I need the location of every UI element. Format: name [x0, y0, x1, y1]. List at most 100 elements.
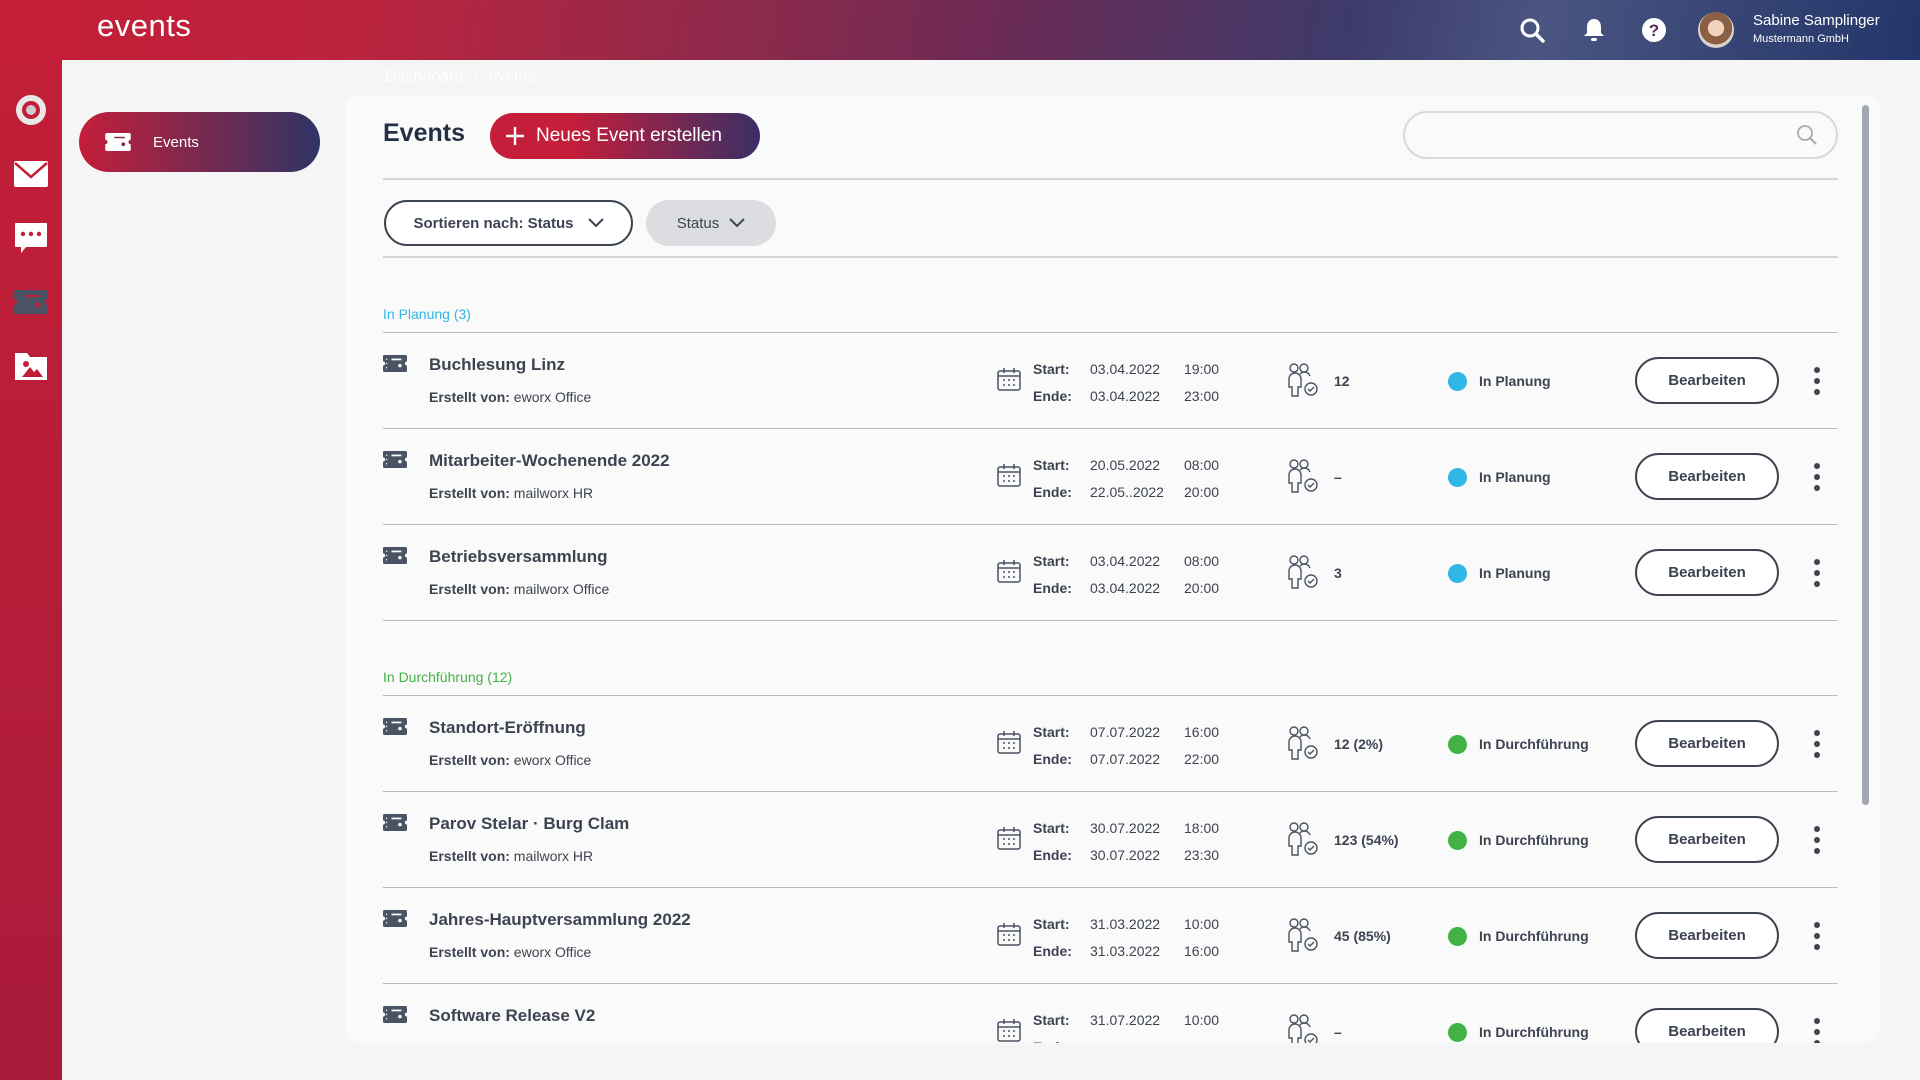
sort-dropdown[interactable]: Sortieren nach: Status — [384, 200, 633, 246]
status-filter-label: Status — [676, 214, 720, 232]
end-time: 16:00 — [1184, 943, 1220, 959]
status-text: In Planung — [1479, 373, 1551, 389]
start-label: Start: — [1033, 724, 1070, 740]
status-text: In Durchführung — [1479, 928, 1589, 944]
status-dot — [1448, 735, 1467, 754]
event-title[interactable]: Mitarbeiter-Wochenende 2022 — [429, 451, 670, 470]
end-date: 07.07.2022 — [1090, 751, 1161, 767]
event-title[interactable]: Betriebsversammlung — [429, 547, 608, 566]
created-by-label: Erstellt von: — [429, 389, 510, 405]
ticket-icon[interactable] — [13, 284, 49, 320]
participant-count: 45 (85%) — [1334, 928, 1391, 944]
participants-icon — [1288, 822, 1318, 856]
chat-icon[interactable] — [13, 220, 49, 256]
edit-button[interactable]: Bearbeiten — [1635, 453, 1779, 500]
bell-icon[interactable] — [1578, 14, 1610, 46]
participant-count: 123 (54%) — [1334, 832, 1399, 848]
status-text: In Durchführung — [1479, 736, 1589, 752]
created-by-label: Erstellt von: — [429, 1040, 510, 1043]
start-label: Start: — [1033, 916, 1070, 932]
end-date: 30.07.2022 — [1090, 847, 1161, 863]
section-label[interactable]: In Durchführung (12) — [383, 669, 513, 685]
start-date: 03.04.2022 — [1090, 361, 1161, 377]
ticket-icon — [383, 814, 407, 831]
participants-icon — [1288, 459, 1318, 493]
start-time: 18:00 — [1184, 820, 1220, 836]
event-row: Betriebsversammlung Erstellt von: mailwo… — [383, 525, 1838, 621]
chevron-right-icon: › — [473, 68, 479, 85]
avatar[interactable] — [1698, 12, 1734, 48]
more-options-icon[interactable] — [1807, 920, 1827, 952]
search-icon[interactable] — [1796, 124, 1818, 146]
user-name[interactable]: Sabine Samplinger — [1753, 12, 1880, 29]
media-folder-icon[interactable] — [13, 348, 49, 384]
edit-button[interactable]: Bearbeiten — [1635, 912, 1779, 959]
ticket-icon — [105, 133, 131, 151]
help-icon[interactable]: ? — [1638, 14, 1670, 46]
more-options-icon[interactable] — [1807, 461, 1827, 493]
end-label: Ende: — [1033, 751, 1072, 767]
event-title[interactable]: Software Release V2 — [429, 1006, 596, 1025]
status-filter-dropdown[interactable]: Status — [646, 200, 776, 246]
event-creator: Erstellt von: mailworx Office — [429, 581, 609, 597]
event-title[interactable]: Buchlesung Linz — [429, 355, 565, 374]
chevron-down-icon — [587, 218, 604, 228]
calendar-icon — [997, 560, 1021, 583]
start-label: Start: — [1033, 457, 1070, 473]
end-date: 31.03.2022 — [1090, 943, 1161, 959]
section-label[interactable]: In Planung (3) — [383, 306, 471, 322]
start-date: 07.07.2022 — [1090, 724, 1161, 740]
edit-button[interactable]: Bearbeiten — [1635, 816, 1779, 863]
end-date: 22.05..2022 — [1090, 484, 1164, 500]
more-options-icon[interactable] — [1807, 365, 1827, 397]
calendar-icon — [997, 1019, 1021, 1042]
more-options-icon[interactable] — [1807, 1016, 1827, 1043]
end-time: 20:00 — [1184, 580, 1220, 596]
new-event-button[interactable]: Neues Event erstellen — [490, 113, 760, 159]
events-card: Events Neues Event erstellen Sortieren n… — [345, 95, 1880, 1043]
mail-icon[interactable] — [13, 156, 49, 192]
participants-icon — [1288, 918, 1318, 952]
end-label: Ende: — [1033, 1039, 1072, 1043]
end-time: 23:00 — [1184, 388, 1220, 404]
user-org: Mustermann GmbH — [1753, 33, 1849, 45]
event-row: Buchlesung Linz Erstellt von: eworx Offi… — [383, 333, 1838, 429]
search-icon[interactable] — [1516, 14, 1548, 46]
edit-button[interactable]: Bearbeiten — [1635, 720, 1779, 767]
plus-icon — [506, 127, 524, 145]
creator-name: mailworx Office — [513, 581, 610, 597]
status-text: In Durchführung — [1479, 832, 1589, 848]
calendar-icon — [997, 731, 1021, 754]
sidebar-item-events[interactable]: Events — [79, 112, 320, 172]
ticket-icon — [383, 355, 407, 372]
event-row: Software Release V2 Erstellt von: Start:… — [383, 984, 1838, 1043]
calendar-icon — [997, 368, 1021, 391]
event-title[interactable]: Parov Stelar · Burg Clam — [429, 814, 630, 833]
created-by-label: Erstellt von: — [429, 752, 510, 768]
edit-button[interactable]: Bearbeiten — [1635, 357, 1779, 404]
start-time: 16:00 — [1184, 724, 1220, 740]
end-label: Ende: — [1033, 388, 1072, 404]
event-title[interactable]: Jahres-Hauptversammlung 2022 — [429, 910, 691, 929]
search-input[interactable] — [1405, 113, 1836, 157]
created-by-label: Erstellt von: — [429, 581, 510, 597]
ticket-icon — [383, 718, 407, 735]
event-title[interactable]: Standort-Eröffnung — [429, 718, 586, 737]
start-label: Start: — [1033, 553, 1070, 569]
breadcrumb-dashboard[interactable]: Dashboard — [385, 68, 464, 85]
edit-button[interactable]: Bearbeiten — [1635, 1008, 1779, 1043]
event-row: Standort-Eröffnung Erstellt von: eworx O… — [383, 696, 1838, 792]
end-label: Ende: — [1033, 943, 1072, 959]
participant-count: 12 — [1334, 373, 1350, 389]
more-options-icon[interactable] — [1807, 824, 1827, 856]
more-options-icon[interactable] — [1807, 557, 1827, 589]
end-label: Ende: — [1033, 847, 1072, 863]
more-options-icon[interactable] — [1807, 728, 1827, 760]
scrollbar[interactable] — [1862, 105, 1869, 805]
edit-button[interactable]: Bearbeiten — [1635, 549, 1779, 596]
participant-count: 3 — [1334, 565, 1342, 581]
search-field[interactable] — [1403, 111, 1838, 159]
logo-icon[interactable] — [13, 92, 49, 128]
top-bar: events ? Sabine Samplinger Mustermann Gm… — [0, 0, 1920, 60]
participants-icon — [1288, 726, 1318, 760]
